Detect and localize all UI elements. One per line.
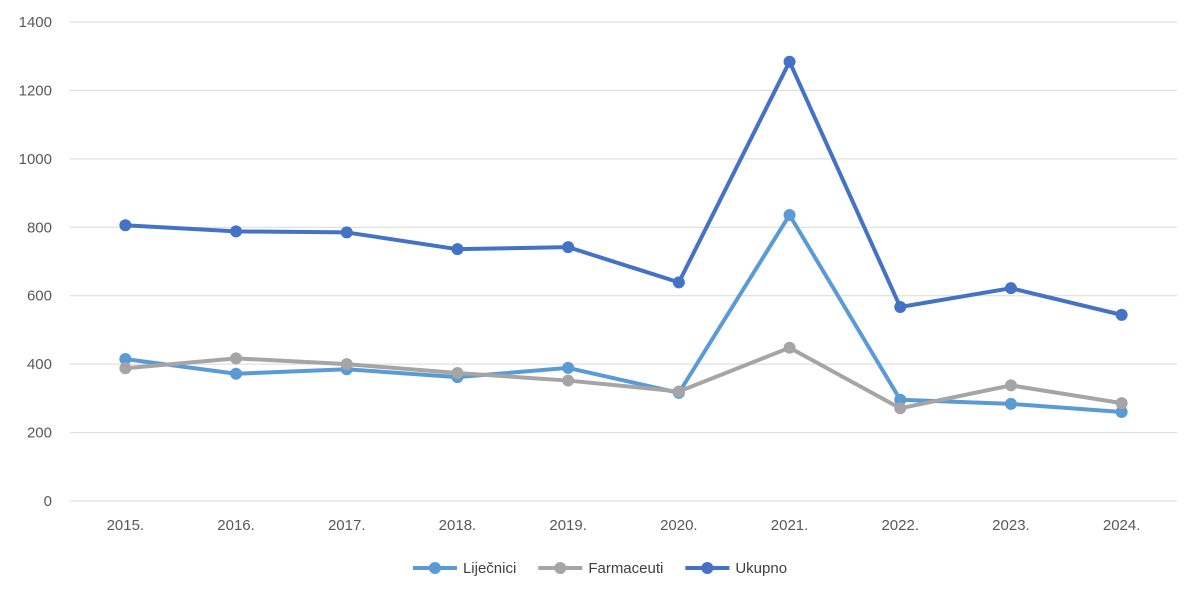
data-point (230, 352, 243, 365)
data-point (672, 276, 685, 289)
data-point (1115, 397, 1128, 410)
x-axis-ticks: 2015. 2016. 2017. 2018. 2019. 2020. 2021. 2022.… (107, 517, 1141, 534)
legend-item: Ukupno (685, 560, 787, 577)
legend-label: Ukupno (735, 560, 787, 577)
data-point (230, 225, 243, 238)
y-tick-label: 1000 (19, 151, 52, 168)
series-2 (119, 341, 1128, 415)
series-line (123, 212, 1124, 415)
x-tick-label: 2022. (881, 517, 919, 534)
data-point (562, 241, 575, 254)
x-tick-label: 2021. (771, 517, 809, 534)
data-point (562, 361, 575, 374)
data-point (783, 55, 796, 68)
data-point (119, 362, 132, 375)
data-point (894, 301, 907, 314)
data-point (340, 226, 353, 239)
x-tick-label: 2024. (1103, 517, 1141, 534)
legend: Liječnici Farmaceuti Ukupno (412, 560, 787, 577)
data-point (894, 393, 907, 406)
x-tick-label: 2015. (107, 517, 145, 534)
series-group (119, 55, 1128, 419)
data-point (119, 353, 132, 366)
legend-item: Liječnici (412, 560, 516, 577)
x-tick-label: 2019. (549, 517, 587, 534)
data-point (562, 374, 575, 387)
data-point (1004, 282, 1017, 295)
x-tick-label: 2018. (439, 517, 477, 534)
y-tick-label: 800 (27, 219, 52, 236)
legend-label: Liječnici (463, 560, 516, 577)
data-point (119, 219, 132, 232)
data-point (340, 358, 353, 371)
data-point (783, 341, 796, 354)
legend-label: Farmaceuti (588, 560, 663, 577)
y-axis-ticks: 0 200 400 600 800 1000 1200 1400 (19, 14, 52, 510)
data-point (230, 367, 243, 380)
y-tick-label: 0 (44, 493, 52, 510)
data-point (894, 402, 907, 415)
gridlines (70, 21, 1177, 502)
data-point (1115, 406, 1128, 419)
legend-item: Farmaceuti (538, 560, 663, 577)
data-point (783, 208, 796, 221)
data-point (1115, 308, 1128, 321)
data-point (451, 243, 464, 256)
series-3 (119, 55, 1128, 321)
y-tick-label: 400 (27, 356, 52, 373)
data-point (1004, 379, 1017, 392)
y-tick-label: 200 (27, 425, 52, 442)
data-point (451, 367, 464, 380)
series-line (123, 59, 1124, 317)
data-point (1004, 397, 1017, 410)
legend-swatch-marker (701, 562, 714, 574)
y-tick-label: 1400 (19, 14, 52, 31)
x-tick-label: 2016. (217, 517, 255, 534)
x-tick-label: 2017. (328, 517, 366, 534)
data-point (672, 385, 685, 398)
legend-swatch-marker (554, 562, 567, 574)
y-tick-label: 1200 (19, 82, 52, 99)
series-line (123, 345, 1124, 411)
x-tick-label: 2023. (992, 517, 1030, 534)
x-tick-label: 2020. (660, 517, 698, 534)
legend-swatch-marker (428, 562, 441, 574)
y-tick-label: 600 (27, 288, 52, 305)
